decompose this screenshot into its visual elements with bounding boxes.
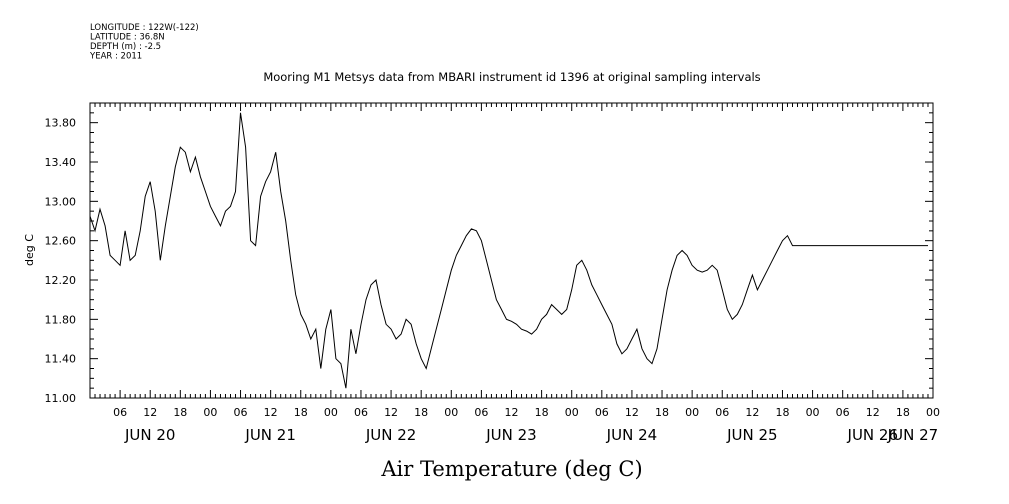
x-hour-label: 18 [775, 406, 789, 419]
y-axis: 11.00 11.40 11.80 12.20 12.60 13.00 13.40 13.80 [45, 102, 933, 405]
x-day-label: JUN 24 [606, 426, 657, 444]
header-info-line: LONGITUDE : 122W(-122) [90, 23, 199, 33]
x-axis-label: Air Temperature (deg C) [380, 457, 642, 481]
x-hour-label: 12 [505, 406, 519, 419]
x-hour-label: 00 [444, 406, 458, 419]
plot-frame [89, 102, 934, 399]
y-tick-label: 11.40 [45, 353, 77, 366]
x-day-label: JUN 22 [365, 426, 416, 444]
x-hour-label: 18 [535, 406, 549, 419]
x-hour-label: 12 [384, 406, 398, 419]
header-info-line: DEPTH (m) : -2.5 [90, 42, 161, 52]
x-hour-label: 06 [474, 406, 488, 419]
x-hour-label: 06 [113, 406, 127, 419]
y-tick-label: 13.80 [45, 117, 77, 130]
series-group [89, 112, 928, 389]
x-hour-label: 00 [926, 406, 940, 419]
y-tick-label: 12.20 [45, 274, 77, 287]
x-hour-label: 12 [264, 406, 278, 419]
x-hour-label: 06 [234, 406, 248, 419]
x-hour-label: 00 [203, 406, 217, 419]
x-hour-label: 18 [655, 406, 669, 419]
x-hour-label: 12 [143, 406, 157, 419]
y-tick-label: 13.40 [45, 156, 77, 169]
x-axis: 06 12 18 00 06 12 18 00 06 12 18 00 06 12 18 00 06 12 18 00… [89, 103, 940, 444]
x-day-label: JUN 20 [124, 426, 175, 444]
header-info-line: LATITUDE : 36.8N [90, 33, 165, 43]
y-tick-label: 11.80 [45, 313, 77, 326]
header-info: LONGITUDE : 122W(-122)LATITUDE : 36.8NDE… [89, 23, 199, 62]
x-hour-label: 12 [745, 406, 759, 419]
header-info-line: YEAR : 2011 [89, 52, 142, 62]
x-hour-label: 00 [324, 406, 338, 419]
x-hour-label: 18 [173, 406, 187, 419]
x-hour-label: 18 [294, 406, 308, 419]
x-day-label: JUN 25 [726, 426, 777, 444]
x-day-label: JUN 23 [485, 426, 536, 444]
y-axis-label: deg C [23, 234, 36, 266]
y-tick-label: 13.00 [45, 195, 77, 208]
x-hour-label: 00 [685, 406, 699, 419]
series-line [89, 112, 928, 389]
x-hour-label: 06 [354, 406, 368, 419]
x-hour-label: 00 [806, 406, 820, 419]
x-hour-label: 12 [625, 406, 639, 419]
y-tick-label: 12.60 [45, 235, 77, 248]
x-day-label: JUN 26 [847, 426, 898, 444]
x-hour-label: 06 [595, 406, 609, 419]
x-hour-label: 18 [414, 406, 428, 419]
chart-title: Mooring M1 Metsys data from MBARI instru… [263, 70, 760, 84]
x-hour-label: 18 [896, 406, 910, 419]
x-day-label: JUN 21 [244, 426, 295, 444]
x-hour-label: 12 [866, 406, 880, 419]
x-day-label: JUN 27 [887, 426, 938, 444]
y-tick-label: 11.00 [45, 392, 77, 405]
x-hour-label: 06 [836, 406, 850, 419]
x-hour-label: 00 [565, 406, 579, 419]
x-hour-label: 06 [715, 406, 729, 419]
